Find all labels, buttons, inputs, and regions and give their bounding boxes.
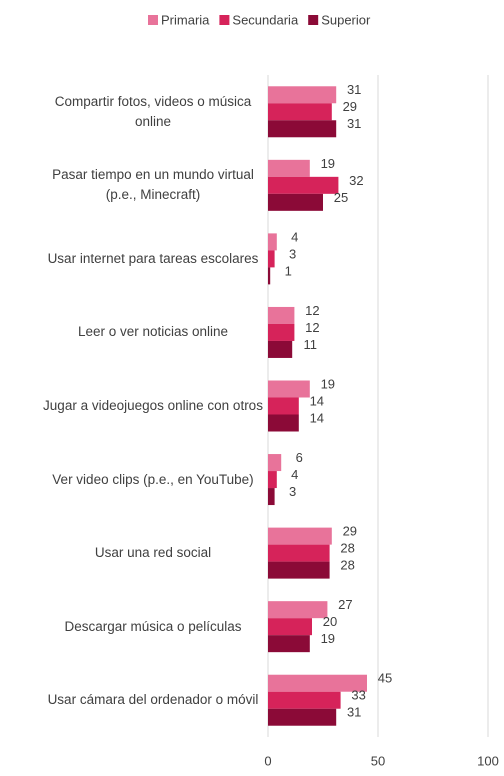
bar — [268, 306, 295, 324]
value-label: 29 — [343, 524, 357, 539]
value-label: 3 — [289, 484, 296, 499]
value-label: 12 — [305, 320, 319, 335]
category-label: Descargar música o películas — [64, 618, 242, 634]
value-label: 31 — [347, 82, 361, 97]
value-label: 28 — [340, 541, 354, 556]
bar — [268, 488, 275, 506]
bar — [268, 380, 310, 398]
value-label: 14 — [310, 393, 324, 408]
category-label: Pasar tiempo en un mundo virtual (p.e., … — [52, 167, 254, 203]
legend-swatch — [219, 15, 230, 25]
value-label: 4 — [291, 467, 298, 482]
value-label: 28 — [340, 558, 354, 573]
bar — [268, 635, 310, 653]
bar — [268, 674, 367, 692]
bar — [268, 601, 328, 619]
category-label: Usar una red social — [94, 545, 212, 561]
x-tick-label: 0 — [264, 753, 271, 768]
value-label: 29 — [343, 99, 357, 114]
value-label: 6 — [296, 450, 303, 465]
bar — [268, 250, 275, 268]
value-label: 12 — [305, 303, 319, 318]
value-label: 31 — [347, 116, 361, 131]
x-tick-label: 100 — [477, 753, 499, 768]
bar — [268, 176, 339, 194]
value-label: 4 — [291, 229, 298, 244]
legend-swatch — [308, 15, 319, 25]
value-label: 33 — [351, 688, 365, 703]
bar — [268, 159, 310, 177]
bar — [268, 86, 337, 104]
category-label: Compartir fotos, videos o música online — [54, 93, 252, 129]
value-label: 32 — [349, 173, 363, 188]
bar — [268, 471, 277, 489]
bar — [268, 544, 330, 562]
legend-label: Superior — [321, 12, 371, 27]
category-label: Usar internet para tareas escolares — [47, 250, 259, 266]
value-label: 3 — [289, 246, 296, 261]
category-label: Jugar a videojuegos online con otros — [43, 398, 263, 413]
bar — [268, 527, 332, 545]
value-label: 20 — [323, 614, 337, 629]
bar — [268, 193, 323, 211]
legend-label: Primaria — [161, 12, 210, 27]
bar — [268, 267, 271, 285]
bar — [268, 397, 299, 415]
legend-label: Secundaria — [232, 12, 299, 27]
value-label: 19 — [321, 156, 335, 171]
bar — [268, 233, 277, 251]
value-label: 1 — [285, 263, 292, 278]
bar — [268, 120, 337, 138]
bar — [268, 561, 330, 579]
bar — [268, 691, 341, 709]
value-label: 19 — [321, 376, 335, 391]
bar — [268, 618, 312, 636]
value-label: 11 — [303, 337, 317, 352]
value-label: 31 — [347, 705, 361, 720]
bar — [268, 454, 282, 472]
value-label: 25 — [334, 190, 348, 205]
category-label: Leer o ver noticias online — [77, 324, 229, 340]
legend-swatch — [148, 15, 158, 25]
bar — [268, 414, 299, 432]
bar — [268, 708, 337, 726]
category-label: Usar cámara del ordenador o móvil — [47, 692, 259, 708]
value-label: 19 — [321, 631, 335, 646]
bar — [268, 323, 295, 341]
value-label: 27 — [338, 597, 352, 612]
category-label: Ver video clips (p.e., en YouTube) — [52, 471, 254, 487]
value-label: 45 — [378, 671, 392, 686]
value-label: 14 — [310, 410, 324, 425]
bar — [268, 340, 293, 358]
x-tick-label: 50 — [371, 753, 385, 768]
bar — [268, 103, 332, 121]
